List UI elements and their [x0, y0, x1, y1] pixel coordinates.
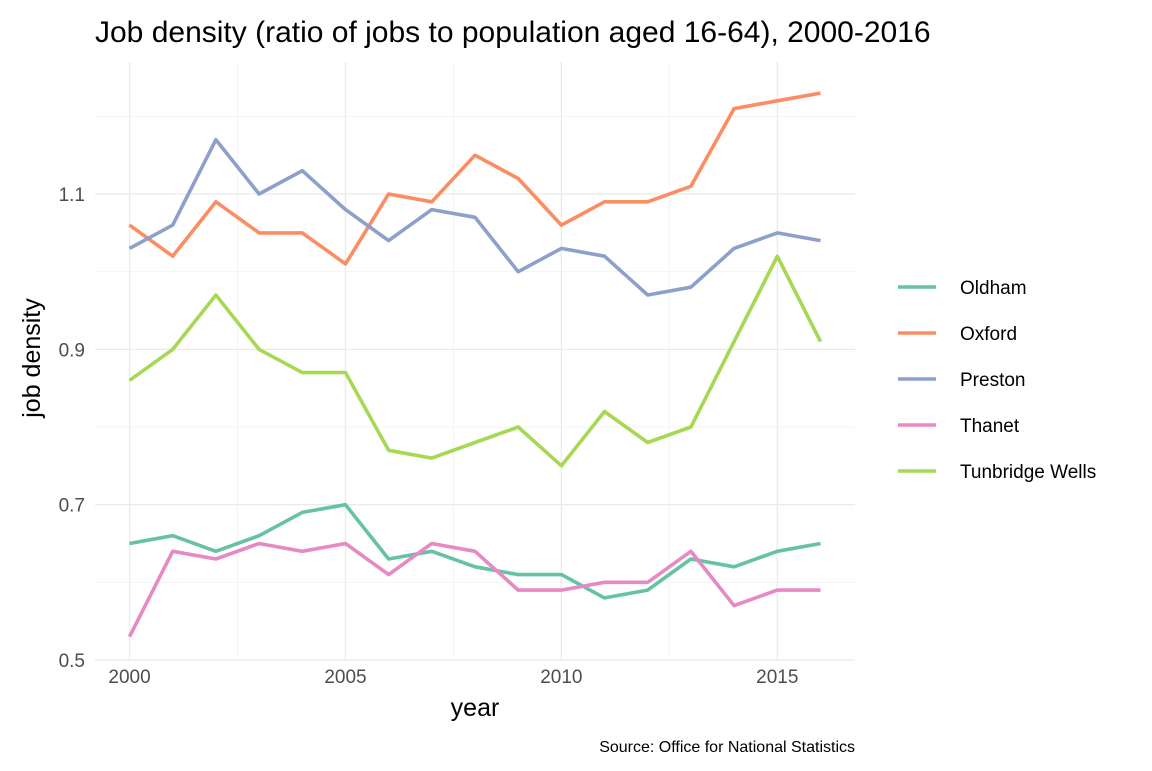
y-tick-label: 0.7 — [59, 496, 85, 517]
x-tick-label: 2005 — [324, 667, 366, 688]
y-tick-label: 0.9 — [59, 340, 85, 361]
x-axis-ticks: 2000 2005 2010 2015 — [108, 667, 798, 688]
y-axis-title: job density — [18, 298, 46, 419]
series-line-preston — [128, 137, 821, 297]
legend-label-preston: Preston — [960, 370, 1025, 391]
x-tick-label: 2015 — [756, 667, 798, 688]
y-tick-label: 1.1 — [59, 185, 85, 206]
legend-label-oxford: Oxford — [960, 324, 1017, 345]
series-line-tunbridge-wells — [128, 254, 823, 468]
x-tick-label: 2010 — [540, 667, 582, 688]
chart-title: Job density (ratio of jobs to population… — [95, 16, 931, 49]
legend-label-oldham: Oldham — [960, 278, 1027, 299]
legend: Oldham Oxford Preston Thanet Tunbridge Wells — [898, 278, 1096, 483]
x-tick-label: 2000 — [108, 667, 150, 688]
y-tick-label: 0.5 — [59, 651, 85, 672]
series-line-oxford — [128, 91, 821, 266]
chart-caption: Source: Office for National Statistics — [599, 739, 855, 756]
series-lines — [127, 91, 823, 638]
x-axis-title: year — [451, 694, 500, 722]
legend-label-thanet: Thanet — [960, 416, 1020, 437]
y-axis-ticks: 0.5 0.7 0.9 1.1 — [59, 185, 85, 672]
legend-label-tunbridge-wells: Tunbridge Wells — [960, 462, 1096, 483]
series-line-oldham — [129, 502, 821, 600]
series-line-thanet — [127, 541, 821, 638]
